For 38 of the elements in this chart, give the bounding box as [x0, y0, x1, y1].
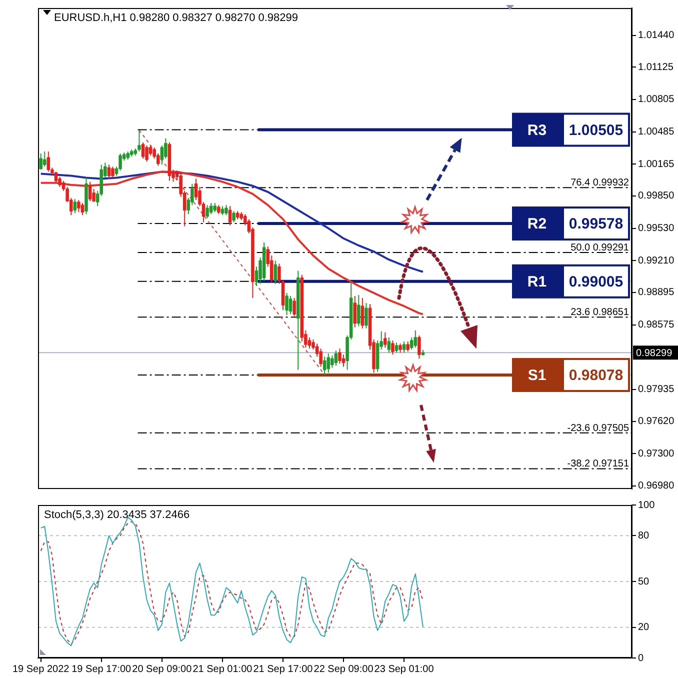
y-tick-label: 1.00165: [638, 158, 675, 170]
x-tick-label: 22 Sep 09:00: [314, 664, 374, 675]
y-tick-label: 0.97620: [638, 416, 675, 428]
y-tick-label: 1.00485: [638, 126, 675, 138]
text: S1 0.98078: [528, 367, 624, 384]
ref-line-label: -38.2 0.97151: [567, 458, 630, 470]
y-tick-label: 0.98575: [638, 320, 675, 331]
y-tick-label: 0: [638, 652, 644, 664]
y-tick-label: 80: [638, 530, 650, 542]
y-tick-label: 0.99530: [638, 223, 675, 234]
y-tick-label: 1.00805: [638, 94, 675, 106]
text: R3 1.00505: [527, 122, 624, 139]
y-tick-label: 20: [638, 622, 650, 634]
x-tick-label: 20 Sep 09:00: [132, 664, 192, 675]
x-tick-label: 21 Sep 17:00: [253, 664, 314, 675]
y-tick-label: 1.01440: [638, 30, 675, 42]
text: R1 0.99005: [527, 273, 624, 290]
x-tick-label: 21 Sep 01:00: [192, 664, 253, 675]
ref-line-label: 76.4 0.99932: [570, 178, 630, 189]
y-tick-label: 0.99850: [638, 190, 675, 202]
y-tick-label: 1.01125: [638, 62, 674, 73]
chart-title: EURUSD.h,H1 0.98280 0.98327 0.98270 0.98299: [54, 12, 298, 24]
ref-line-label: 0.98299: [636, 348, 673, 359]
y-tick-label: 50: [638, 576, 650, 588]
x-tick-label: 19 Sep 17:00: [72, 664, 132, 675]
chart-title: Stoch(5,3,3) 20.3435 37.2466: [44, 509, 190, 521]
y-tick-label: 0.96980: [638, 480, 675, 492]
ref-line-label: 23.6 0.98651: [570, 307, 630, 318]
x-tick-label: 19 Sep 2022: [12, 664, 70, 675]
ref-line-label: -23.6 0.97505: [567, 422, 630, 434]
y-tick-label: 0.97300: [638, 448, 675, 460]
text: R2 0.99578: [527, 216, 624, 233]
y-tick-label: 0.97935: [638, 384, 675, 396]
x-tick-label: 23 Sep 01:00: [374, 664, 434, 675]
ref-line-label: 50.0 0.99291: [570, 242, 630, 254]
y-tick-label: 100: [638, 500, 656, 511]
y-tick-label: 0.99210: [638, 255, 675, 266]
y-tick-label: 0.98895: [638, 287, 675, 298]
